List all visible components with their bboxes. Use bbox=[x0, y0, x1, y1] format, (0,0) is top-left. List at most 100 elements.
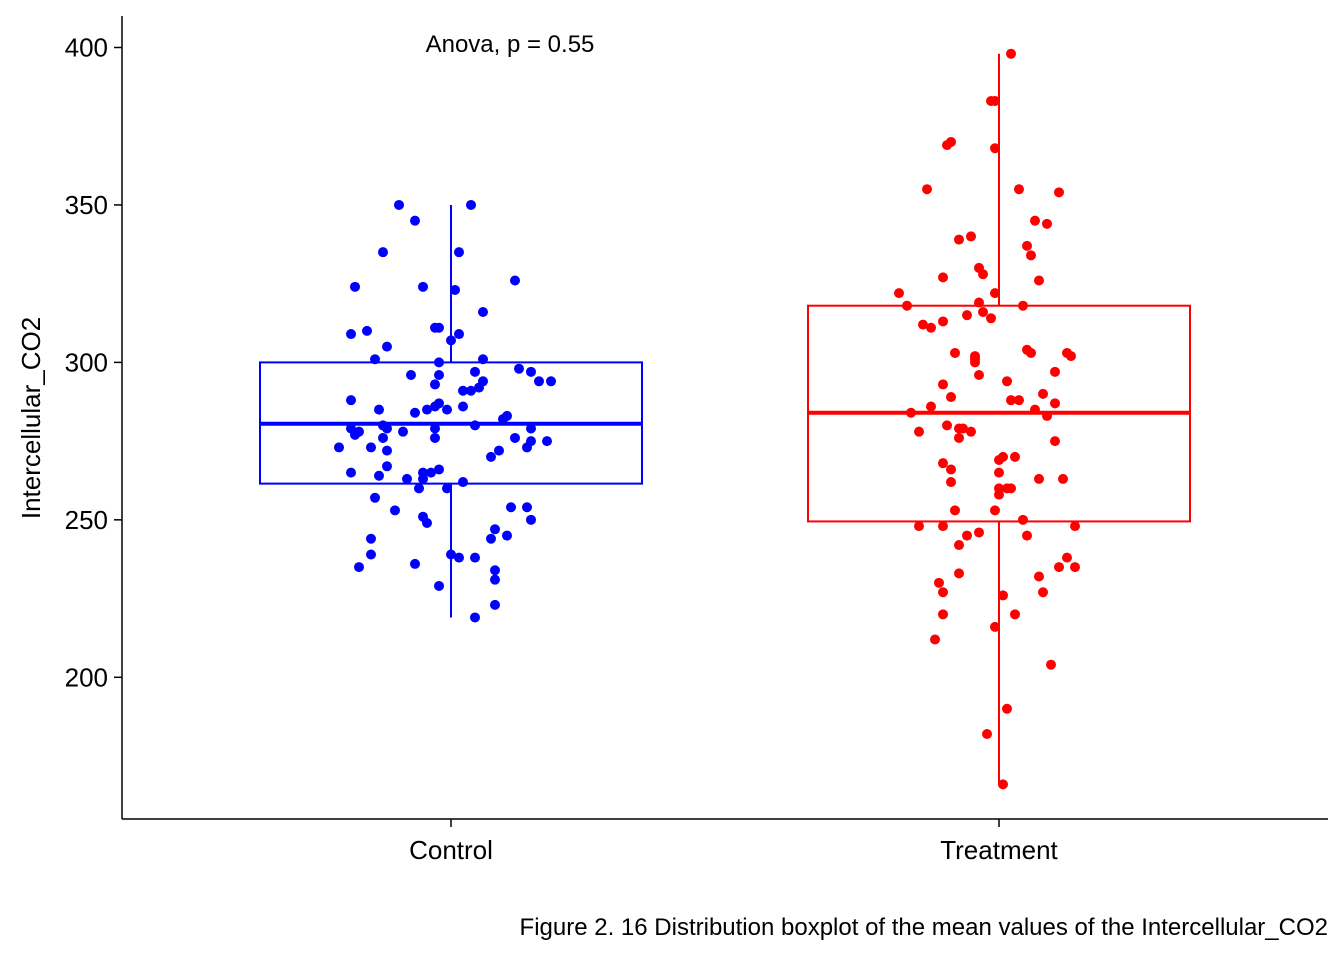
treatment-point bbox=[1070, 562, 1080, 573]
treatment-point bbox=[938, 458, 948, 469]
control-point bbox=[486, 451, 496, 462]
control-point bbox=[526, 366, 536, 377]
control-point bbox=[350, 281, 360, 292]
control-point bbox=[430, 401, 440, 412]
control-point bbox=[522, 442, 532, 453]
control-point bbox=[486, 533, 496, 544]
control-point bbox=[418, 281, 428, 292]
control-point bbox=[454, 329, 464, 340]
treatment-point bbox=[1070, 521, 1080, 532]
control-point bbox=[430, 423, 440, 434]
treatment-point bbox=[1034, 275, 1044, 286]
control-point bbox=[466, 385, 476, 396]
treatment-point bbox=[902, 300, 912, 311]
control-point bbox=[526, 423, 536, 434]
control-point bbox=[410, 215, 420, 226]
control-point bbox=[498, 414, 508, 425]
treatment-point bbox=[914, 521, 924, 532]
control-point bbox=[442, 483, 452, 494]
x-tick-label: Treatment bbox=[940, 835, 1058, 865]
treatment-point bbox=[1046, 659, 1056, 670]
treatment-point bbox=[1010, 451, 1020, 462]
control-point bbox=[378, 247, 388, 258]
control-point bbox=[422, 517, 432, 528]
control-point bbox=[502, 530, 512, 541]
treatment-point bbox=[1034, 473, 1044, 484]
control-point bbox=[490, 524, 500, 535]
control-point bbox=[434, 357, 444, 368]
control-point bbox=[426, 467, 436, 478]
treatment-point bbox=[974, 369, 984, 380]
control-point bbox=[458, 477, 468, 488]
control-point bbox=[402, 473, 412, 484]
treatment-point bbox=[1042, 218, 1052, 229]
control-point bbox=[382, 341, 392, 352]
control-point bbox=[506, 502, 516, 513]
control-point bbox=[374, 404, 384, 415]
y-axis-title: Intercellular_CO2 bbox=[16, 317, 46, 519]
control-point bbox=[474, 382, 484, 393]
control-point bbox=[346, 467, 356, 478]
control-point bbox=[370, 354, 380, 365]
control-point bbox=[510, 432, 520, 443]
control-point bbox=[410, 558, 420, 569]
control-point bbox=[370, 492, 380, 503]
control-point bbox=[458, 401, 468, 412]
control-point bbox=[410, 407, 420, 418]
control-point bbox=[458, 385, 468, 396]
treatment-point bbox=[926, 401, 936, 412]
treatment-point bbox=[926, 322, 936, 333]
treatment-point bbox=[962, 530, 972, 541]
x-axis-ticks: Control Treatment bbox=[409, 819, 1059, 865]
treatment-point bbox=[990, 288, 1000, 299]
control-point bbox=[394, 199, 404, 210]
control-point bbox=[526, 514, 536, 525]
control-point bbox=[466, 199, 476, 210]
control-point bbox=[478, 307, 488, 318]
treatment-point bbox=[922, 184, 932, 195]
treatment-point bbox=[982, 728, 992, 739]
treatment-point bbox=[1042, 410, 1052, 421]
y-tick-label: 200 bbox=[65, 662, 108, 692]
treatment-point bbox=[974, 527, 984, 538]
treatment-point bbox=[1030, 215, 1040, 226]
treatment-point bbox=[1058, 473, 1068, 484]
control-point bbox=[442, 404, 452, 415]
control-point bbox=[346, 395, 356, 406]
control-point bbox=[362, 325, 372, 336]
treatment-point bbox=[1066, 351, 1076, 362]
control-point bbox=[446, 335, 456, 346]
control-point bbox=[414, 483, 424, 494]
treatment-point bbox=[990, 621, 1000, 632]
treatment-point bbox=[954, 234, 964, 245]
treatment-point bbox=[954, 540, 964, 551]
treatment-point bbox=[1062, 552, 1072, 563]
treatment-point bbox=[1022, 530, 1032, 541]
control-point bbox=[374, 470, 384, 481]
treatment-point bbox=[990, 96, 1000, 107]
treatment-point bbox=[986, 313, 996, 324]
treatment-point bbox=[894, 288, 904, 299]
treatment-point bbox=[1010, 609, 1020, 620]
control-point bbox=[470, 552, 480, 563]
control-point bbox=[546, 376, 556, 387]
y-axis-ticks: 200 250 300 350 400 bbox=[65, 32, 122, 692]
treatment-point bbox=[1034, 571, 1044, 582]
control-point bbox=[434, 580, 444, 591]
treatment-point bbox=[974, 297, 984, 308]
treatment-point bbox=[978, 307, 988, 318]
treatment-point bbox=[1054, 562, 1064, 573]
control-point bbox=[470, 420, 480, 431]
treatment-point bbox=[1038, 388, 1048, 399]
treatment-point bbox=[906, 407, 916, 418]
control-point bbox=[494, 445, 504, 456]
control-point bbox=[346, 329, 356, 340]
control-point bbox=[418, 473, 428, 484]
treatment-point bbox=[1026, 347, 1036, 358]
treatment-point bbox=[994, 489, 1004, 500]
y-tick-label: 350 bbox=[65, 190, 108, 220]
treatment-point bbox=[946, 477, 956, 488]
treatment-point bbox=[1002, 376, 1012, 387]
treatment-point bbox=[934, 577, 944, 588]
